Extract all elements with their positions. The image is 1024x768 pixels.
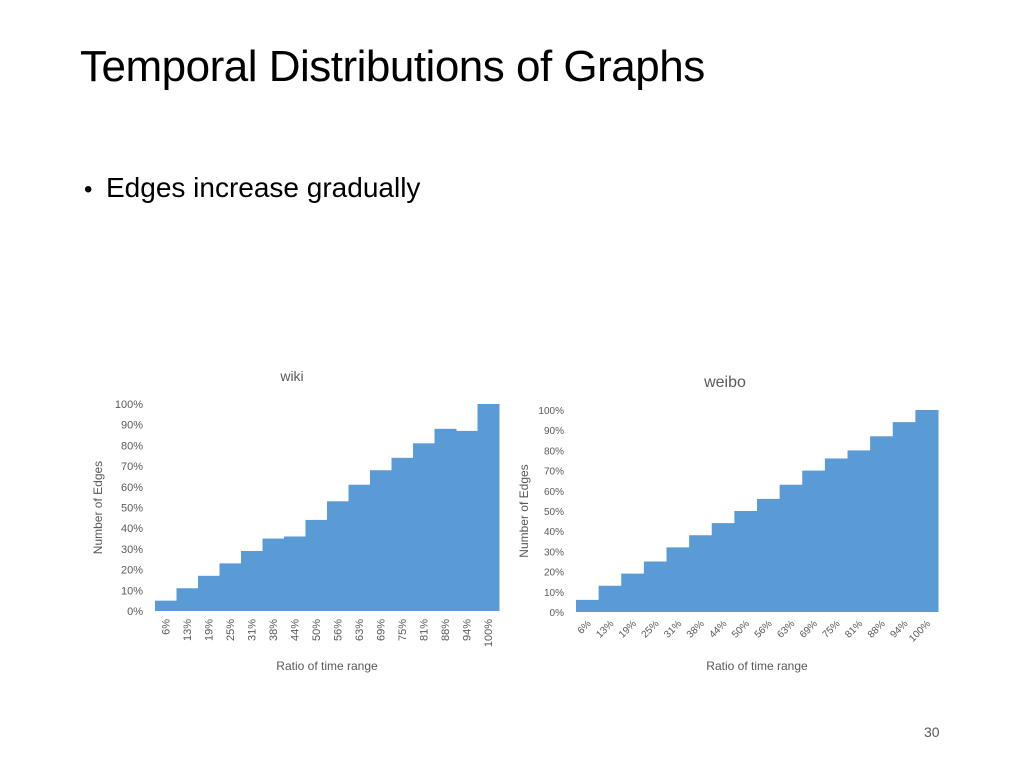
x-tick-label: 56% xyxy=(333,619,345,641)
x-tick-label: 44% xyxy=(290,619,302,641)
x-tick-label: 19% xyxy=(204,619,216,641)
x-tick-label: 100% xyxy=(907,619,933,645)
bar xyxy=(370,470,392,611)
bar xyxy=(689,535,713,612)
y-tick-label: 70% xyxy=(121,461,143,473)
y-tick-label: 30% xyxy=(544,547,564,558)
bar xyxy=(413,443,435,611)
bar xyxy=(284,536,306,611)
x-tick-label: 100% xyxy=(483,619,495,647)
y-tick-label: 40% xyxy=(121,523,143,535)
bar xyxy=(892,422,916,612)
x-tick-label: 25% xyxy=(640,619,662,641)
x-tick-label: 88% xyxy=(440,619,452,641)
chart-title: wiki xyxy=(279,368,303,384)
bar xyxy=(711,523,735,612)
x-tick-label: 81% xyxy=(419,619,431,641)
bar xyxy=(598,585,622,612)
bar xyxy=(643,561,667,612)
x-tick-label: 69% xyxy=(376,619,388,641)
x-tick-label: 19% xyxy=(617,619,639,641)
bar xyxy=(576,599,600,612)
bar xyxy=(802,470,826,612)
bar xyxy=(176,588,199,611)
y-tick-label: 50% xyxy=(121,503,143,515)
x-tick-label: 50% xyxy=(730,619,752,641)
bullet-dot-icon: • xyxy=(84,176,93,203)
y-tick-label: 100% xyxy=(538,406,564,417)
bar xyxy=(155,600,177,611)
y-tick-label: 0% xyxy=(550,608,565,619)
bar xyxy=(327,501,349,611)
bar xyxy=(198,575,220,611)
y-tick-label: 40% xyxy=(544,527,564,538)
x-tick-label: 69% xyxy=(798,619,820,641)
bar xyxy=(757,498,781,612)
y-tick-label: 70% xyxy=(544,467,564,478)
x-axis-label: Ratio of time range xyxy=(706,659,808,673)
bar xyxy=(824,458,848,612)
y-tick-label: 100% xyxy=(115,399,143,411)
bar xyxy=(348,484,371,611)
x-tick-label: 13% xyxy=(594,619,616,641)
x-tick-label: 56% xyxy=(753,619,775,641)
x-tick-label: 38% xyxy=(685,619,707,641)
x-tick-label: 81% xyxy=(843,619,865,641)
bar xyxy=(666,547,690,612)
x-tick-label: 13% xyxy=(182,619,194,641)
bar xyxy=(734,511,758,612)
bar xyxy=(456,430,478,611)
y-axis-label: Number of Edges xyxy=(91,461,105,554)
slide-number: 30 xyxy=(924,724,940,740)
x-tick-label: 38% xyxy=(268,619,280,641)
bar xyxy=(621,573,645,612)
x-tick-label: 44% xyxy=(707,619,729,641)
x-tick-label: 88% xyxy=(866,619,888,641)
y-tick-label: 20% xyxy=(121,565,143,577)
bar xyxy=(915,410,939,612)
x-tick-label: 63% xyxy=(775,619,797,641)
y-tick-label: 0% xyxy=(127,606,143,618)
x-tick-label: 75% xyxy=(821,619,843,641)
y-tick-label: 50% xyxy=(544,507,564,518)
bar xyxy=(847,450,871,612)
bar xyxy=(477,404,500,611)
x-tick-label: 31% xyxy=(662,619,684,641)
y-tick-label: 90% xyxy=(121,420,143,432)
x-tick-label: 6% xyxy=(576,619,594,637)
bar xyxy=(434,428,457,611)
x-tick-label: 94% xyxy=(462,619,474,641)
x-axis-label: Ratio of time range xyxy=(276,659,378,673)
y-tick-label: 80% xyxy=(544,446,564,457)
x-tick-label: 50% xyxy=(311,619,323,641)
bar xyxy=(779,484,803,612)
y-tick-label: 20% xyxy=(544,568,564,579)
bar xyxy=(219,563,242,611)
x-tick-label: 31% xyxy=(247,619,259,641)
y-tick-label: 60% xyxy=(121,482,143,494)
chart-title: weibo xyxy=(703,374,746,391)
y-tick-label: 10% xyxy=(121,585,143,597)
y-tick-label: 60% xyxy=(544,487,564,498)
y-tick-label: 30% xyxy=(121,544,143,556)
x-tick-label: 25% xyxy=(225,619,237,641)
bar xyxy=(305,519,328,611)
y-axis-label: Number of Edges xyxy=(517,464,531,557)
x-tick-label: 75% xyxy=(397,619,409,641)
y-tick-label: 80% xyxy=(121,440,143,452)
y-tick-label: 90% xyxy=(544,426,564,437)
bullet-item: • Edges increase gradually xyxy=(84,172,420,204)
x-tick-label: 6% xyxy=(161,619,173,635)
y-tick-label: 10% xyxy=(544,588,564,599)
bar xyxy=(391,457,414,611)
slide-title: Temporal Distributions of Graphs xyxy=(80,42,705,91)
bar xyxy=(262,538,285,611)
bullet-text: Edges increase gradually xyxy=(106,172,421,203)
x-tick-label: 63% xyxy=(354,619,366,641)
bar xyxy=(870,436,894,612)
bar xyxy=(241,550,263,611)
